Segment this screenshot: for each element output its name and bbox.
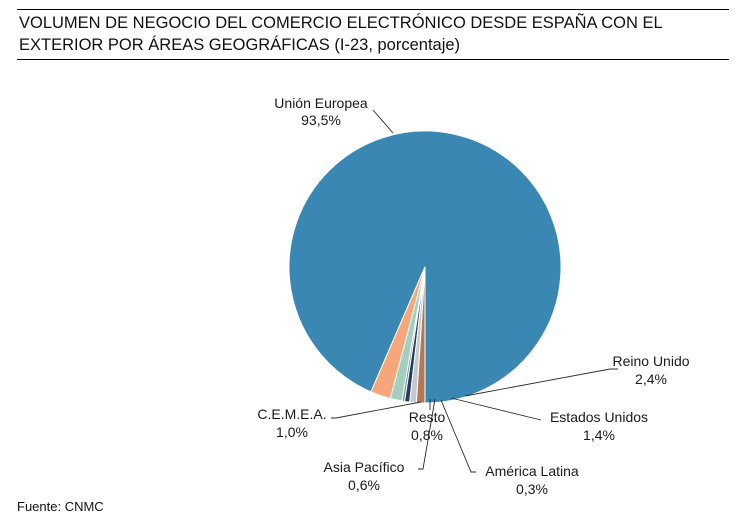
title-top-rule (17, 9, 729, 10)
leader-line-7 (331, 401, 422, 419)
slice-value-label: 2,4% (635, 371, 667, 387)
slice-value-label: 1,0% (276, 424, 308, 440)
leader-line-4 (440, 399, 476, 473)
slice-category-label: Unión Europea (274, 95, 368, 111)
leader-line-5 (418, 398, 436, 470)
slice-category-label: C.E.M.E.A. (257, 406, 326, 422)
slice-category-label: Resto (409, 409, 446, 425)
slice-category-label: América Latina (485, 463, 579, 479)
slice-value-label: 1,4% (583, 427, 615, 443)
title-bottom-rule (17, 59, 729, 60)
slice-value-label: 0,3% (516, 481, 548, 497)
leader-line-3 (450, 397, 542, 421)
slice-category-label: Estados Unidos (550, 409, 648, 425)
leader-line-1 (372, 109, 394, 134)
leader-line-2 (464, 368, 618, 397)
slice-category-label: Asia Pacífico (324, 459, 405, 475)
slice-value-label: 0,6% (348, 477, 380, 493)
slice-category-label: Reino Unido (612, 353, 689, 369)
slice-value-label: 93,5% (301, 112, 341, 128)
chart-title: VOLUMEN DE NEGOCIO DEL COMERCIO ELECTRÓN… (19, 14, 663, 54)
source-note: Fuente: CNMC (17, 499, 104, 514)
slice-value-label: 0,8% (411, 427, 443, 443)
